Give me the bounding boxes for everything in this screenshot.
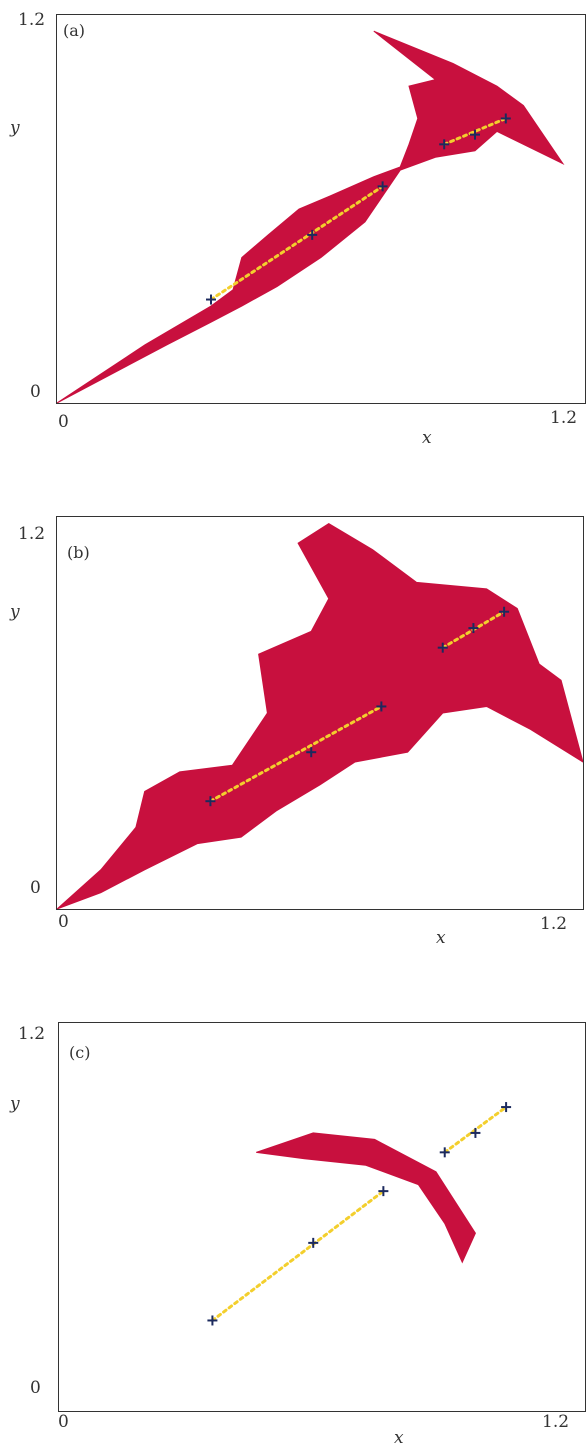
cross-marker xyxy=(205,796,216,807)
plot-frame: (c) xyxy=(58,1022,586,1412)
plot-frame: (a) xyxy=(56,14,586,404)
plot-area xyxy=(57,30,565,403)
y-tick-max: 1.2 xyxy=(18,524,46,544)
cross-marker xyxy=(499,606,510,617)
cross-marker xyxy=(377,181,388,192)
cross-marker xyxy=(207,1315,218,1326)
cross-marker xyxy=(306,747,317,758)
x-axis-label: x xyxy=(436,928,446,948)
cross-marker xyxy=(470,129,480,140)
panel-label: (c) xyxy=(69,1043,91,1062)
cross-marker xyxy=(501,1102,512,1113)
y-tick-min: 0 xyxy=(30,1378,41,1398)
cross-marker xyxy=(437,642,448,653)
cross-marker xyxy=(378,1186,389,1197)
cross-marker xyxy=(308,1237,319,1248)
cross-marker xyxy=(439,1147,450,1158)
y-axis-label: y xyxy=(10,118,20,138)
dotted-segment xyxy=(209,184,385,302)
y-axis-label: y xyxy=(10,602,20,622)
y-tick-min: 0 xyxy=(30,382,41,402)
x-tick-max: 1.2 xyxy=(542,1412,570,1432)
x-axis-label: x xyxy=(422,428,432,448)
panel-label: (b) xyxy=(67,543,90,562)
x-tick-min: 0 xyxy=(58,912,69,932)
plot-area xyxy=(207,1102,512,1326)
plot-frame: (b) xyxy=(56,516,584,910)
dotted-segment xyxy=(208,704,383,803)
cross-marker xyxy=(500,113,511,124)
x-tick-max: 1.2 xyxy=(540,914,568,934)
x-tick-min: 0 xyxy=(58,1412,69,1432)
invariant-set-region xyxy=(256,1132,476,1264)
y-tick-min: 0 xyxy=(30,878,41,898)
panel-c: (c) 1.2 0 y 0 1.2 x xyxy=(0,1000,587,1448)
y-axis-label: y xyxy=(10,1094,20,1114)
y-tick-max: 1.2 xyxy=(18,1024,46,1044)
cross-marker xyxy=(376,701,387,712)
cross-marker xyxy=(439,139,450,150)
panel-label: (a) xyxy=(63,21,86,40)
cross-marker xyxy=(307,229,318,240)
panel-a: (a) 1.2 0 y 0 1.2 x xyxy=(0,0,587,470)
cross-marker xyxy=(470,1127,481,1138)
invariant-set-region xyxy=(57,522,583,909)
dotted-segment xyxy=(210,1189,385,1322)
x-tick-min: 0 xyxy=(58,412,69,432)
x-axis-label: x xyxy=(394,1428,404,1448)
dotted-segment xyxy=(442,116,508,146)
cross-marker xyxy=(206,294,216,305)
y-tick-max: 1.2 xyxy=(18,10,46,30)
x-tick-max: 1.2 xyxy=(550,408,578,428)
panel-b: (b) 1.2 0 y 0 1.2 x xyxy=(0,500,587,970)
invariant-set-region xyxy=(57,30,565,403)
cross-marker xyxy=(468,623,479,634)
plot-area xyxy=(57,522,583,909)
